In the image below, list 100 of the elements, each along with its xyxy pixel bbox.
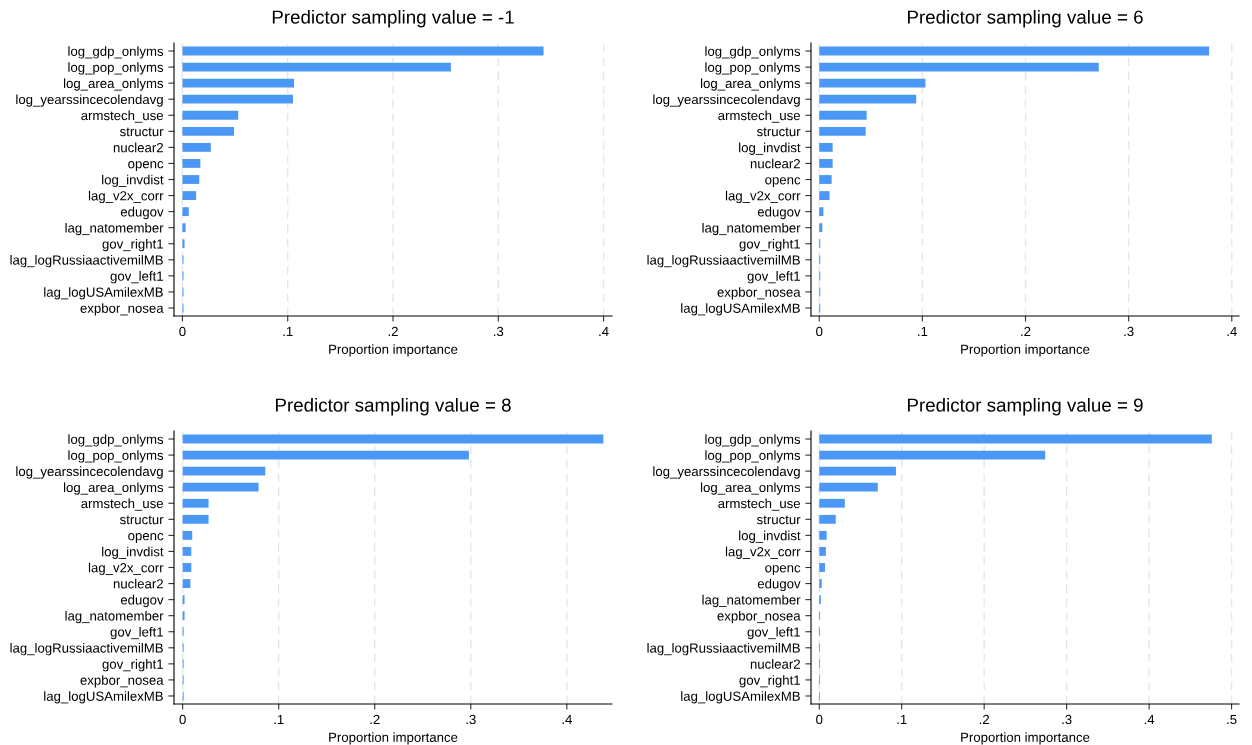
bar	[819, 579, 822, 588]
y-tick-label: gov_right1	[739, 675, 800, 688]
y-tick-label: log_area_onlyms	[63, 78, 164, 91]
y-tick-label: nuclear2	[113, 142, 163, 153]
bar	[819, 530, 827, 540]
y-tick-label: openc	[128, 161, 164, 171]
x-tick-label: .4	[1144, 714, 1155, 724]
y-tick-label: openc	[765, 565, 801, 576]
bar	[819, 547, 826, 556]
x-axis-title: Proportion importance	[329, 344, 458, 357]
y-tick-label: gov_right1	[102, 659, 163, 672]
y-tick-label: edugov	[757, 206, 801, 220]
y-tick-label: log_gdp_onlyms	[68, 434, 164, 447]
bar	[182, 530, 193, 540]
y-tick-label: log_area_onlyms	[700, 78, 801, 91]
x-tick-label: .1	[918, 326, 928, 336]
y-tick-label: log_gdp_onlyms	[705, 46, 801, 59]
y-tick-label: lag_logRussiaactivemilMB	[10, 255, 163, 268]
bar	[182, 434, 604, 444]
y-tick-label: lag_logRussiaactivemilMB	[10, 643, 163, 656]
x-axis-title: Proportion importance	[961, 344, 1090, 357]
y-tick-label: lag_natomember	[702, 222, 801, 236]
x-tick-label: .2	[370, 714, 380, 724]
bar	[819, 191, 830, 200]
y-tick-label: lag_v2x_corr	[88, 190, 164, 204]
bar	[182, 110, 239, 120]
y-tick-label: log_pop_onlyms	[705, 450, 801, 463]
bar	[819, 466, 896, 476]
bar	[819, 159, 833, 168]
x-tick-label: .5	[1227, 714, 1237, 725]
bar	[182, 207, 189, 217]
bar	[182, 239, 185, 249]
chart-title: Predictor sampling value = 9	[907, 397, 1143, 416]
y-tick-label: log_invdist	[739, 142, 801, 155]
bar	[819, 175, 832, 184]
x-tick-label: .1	[897, 714, 907, 724]
x-axis-title: Proportion importance	[329, 732, 458, 745]
y-tick-label: log_invdist	[102, 546, 164, 559]
y-tick-label: lag_v2x_corr	[725, 190, 801, 204]
bar	[182, 126, 235, 136]
x-tick-label: .4	[599, 326, 609, 336]
bar	[819, 126, 866, 136]
y-tick-label: expbor_nosea	[80, 303, 164, 316]
y-tick-label: lag_v2x_corr	[88, 562, 164, 576]
y-tick-label: expbor_nosea	[80, 675, 164, 688]
x-tick-label: 0	[816, 326, 823, 337]
y-tick-label: log_yearssincecolendavg	[653, 466, 800, 479]
bar	[182, 159, 201, 168]
y-tick-label: lag_natomember	[65, 610, 164, 624]
y-tick-label: edugov	[120, 206, 164, 220]
bar	[182, 547, 192, 556]
bar	[182, 498, 209, 508]
x-tick-label: .2	[979, 714, 990, 724]
chart-title: Predictor sampling value = 6	[907, 9, 1143, 28]
x-tick-label: .2	[1021, 326, 1031, 336]
y-tick-label: log_pop_onlyms	[68, 450, 164, 463]
x-tick-label: .4	[1227, 326, 1237, 336]
y-tick-label: gov_left1	[110, 626, 163, 640]
x-tick-label: 0	[179, 714, 186, 725]
bar	[182, 78, 295, 88]
x-tick-label: 0	[179, 326, 186, 337]
bar	[182, 46, 544, 56]
bar	[182, 482, 259, 492]
bar	[819, 78, 926, 88]
y-tick-label: log_yearssincecolendavg	[16, 466, 163, 479]
y-tick-label: armstech_use	[718, 498, 800, 511]
bar	[819, 142, 833, 152]
x-tick-label: 0	[816, 714, 823, 725]
bar	[182, 142, 211, 152]
y-tick-label: lag_logUSAmilexMB	[681, 303, 800, 316]
y-tick-label: log_invdist	[739, 530, 801, 543]
y-tick-label: gov_left1	[110, 271, 163, 284]
x-tick-label: .2	[388, 326, 398, 336]
y-tick-label: lag_logUSAmilexMB	[44, 691, 163, 704]
bar	[819, 514, 836, 524]
x-tick-label: .3	[1062, 714, 1072, 725]
y-tick-label: nuclear2	[113, 578, 163, 589]
bar	[819, 450, 1046, 460]
y-tick-label: lag_logUSAmilexMB	[44, 287, 163, 300]
x-axis-title: Proportion importance	[961, 732, 1090, 745]
y-tick-label: armstech_use	[81, 110, 163, 123]
y-tick-label: structur	[119, 127, 164, 137]
y-tick-label: nuclear2	[750, 659, 800, 669]
y-tick-label: armstech_use	[718, 110, 800, 123]
y-tick-label: log_yearssincecolendavg	[16, 94, 163, 107]
y-tick-label: edugov	[120, 594, 164, 608]
y-tick-label: gov_left1	[747, 626, 800, 640]
bar	[182, 514, 209, 524]
y-tick-label: structur	[119, 515, 164, 525]
x-tick-label: .3	[466, 714, 476, 725]
y-tick-label: nuclear2	[750, 158, 800, 169]
bar	[819, 94, 917, 104]
bar	[819, 223, 823, 233]
bar	[819, 563, 826, 572]
y-tick-label: gov_right1	[739, 238, 800, 252]
bar	[819, 482, 878, 492]
y-tick-label: edugov	[757, 578, 801, 592]
bar	[819, 110, 867, 120]
bar	[819, 207, 824, 217]
bar	[182, 223, 186, 233]
